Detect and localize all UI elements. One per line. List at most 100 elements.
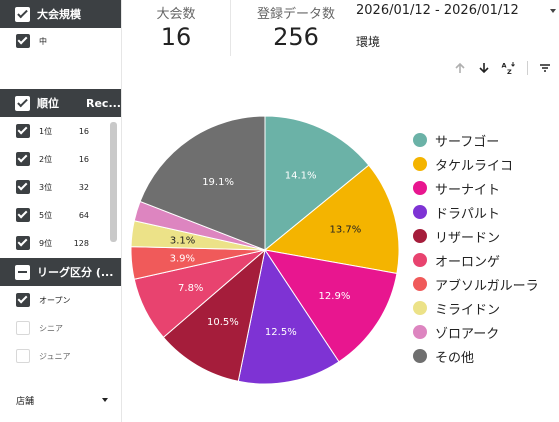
legend-label: その他	[435, 350, 475, 366]
tournament-count-value: 16	[160, 23, 192, 51]
league-option-checkbox[interactable]	[16, 349, 30, 363]
tournament-count-scorecard: 大会数 16	[122, 0, 230, 56]
league-option-checkbox[interactable]	[16, 321, 30, 335]
legend-label: ゾロアーク	[435, 326, 500, 342]
legend-label: タケルライコ	[435, 158, 514, 174]
store-dropdown-label: 店舗	[16, 396, 35, 407]
legend-item[interactable]: ドラパルト	[413, 202, 500, 222]
rank-option-label: 2位	[39, 154, 53, 164]
rank-filter-option[interactable]: 3位 32	[0, 177, 108, 197]
league-select-all-checkbox[interactable]	[15, 264, 30, 280]
league-option-label: ジュニア	[39, 351, 71, 361]
chevron-down-icon	[102, 398, 108, 402]
toolbar-divider	[527, 61, 528, 75]
rank-filter-option[interactable]: 1位 16	[0, 121, 108, 141]
slice-percent-label: 12.9%	[319, 291, 351, 302]
rank-option-checkbox[interactable]	[16, 208, 30, 222]
legend-color-swatch	[413, 181, 427, 195]
league-option-label: オープン	[39, 295, 71, 305]
size-option-checkbox[interactable]	[16, 34, 30, 48]
slice-percent-label: 10.5%	[207, 317, 239, 328]
legend-label: アブソルガルーラ	[435, 278, 539, 294]
legend-color-swatch	[413, 325, 427, 339]
legend-item[interactable]: タケルライコ	[413, 154, 513, 174]
rank-option-count: 128	[73, 238, 89, 248]
legend-item[interactable]: サーナイト	[413, 178, 500, 198]
svg-text:Z: Z	[507, 68, 512, 75]
pie-slice[interactable]	[264, 115, 370, 252]
legend-label: オーロンゲ	[435, 254, 501, 270]
rank-filter-option[interactable]: 5位 64	[0, 205, 108, 225]
league-filter-title: リーグ区分 (...	[37, 266, 114, 279]
legend-item[interactable]: ミライドン	[413, 298, 500, 318]
legend-label: サーフゴー	[435, 134, 500, 150]
rank-option-checkbox[interactable]	[16, 152, 30, 166]
rank-option-checkbox[interactable]	[16, 236, 30, 250]
pie-slice[interactable]	[162, 248, 266, 382]
rank-option-label: 9位	[39, 238, 53, 248]
legend-label: ミライドン	[435, 302, 501, 318]
legend-label: サーナイト	[435, 182, 501, 198]
rank-option-checkbox[interactable]	[16, 180, 30, 194]
filter-icon[interactable]	[537, 60, 553, 76]
legend-color-swatch	[413, 253, 427, 267]
slice-percent-label: 12.5%	[265, 327, 297, 338]
store-dropdown[interactable]: 店舗	[16, 392, 108, 408]
size-filter-title: 大会規模	[37, 8, 81, 21]
legend-color-swatch	[413, 277, 427, 291]
rank-list-scrollbar[interactable]	[110, 122, 117, 242]
slice-percent-label: 3.9%	[170, 254, 195, 265]
legend-item[interactable]: サーフゴー	[413, 130, 499, 150]
legend-color-swatch	[413, 205, 427, 219]
sort-descending-icon[interactable]	[476, 60, 492, 76]
legend-item[interactable]: リザードン	[413, 226, 500, 246]
pie-slice[interactable]	[263, 249, 398, 363]
league-option-label: シニア	[39, 323, 63, 333]
league-filter-option[interactable]: ジュニア	[0, 346, 108, 366]
pie-slice[interactable]	[263, 164, 400, 275]
pie-slice[interactable]	[139, 115, 266, 251]
rank-record-count-header: Rec...	[86, 96, 121, 110]
rank-filter-option[interactable]: 9位 128	[0, 233, 108, 253]
entry-count-label: 登録データ数	[256, 7, 335, 22]
rank-option-label: 5位	[39, 210, 53, 220]
legend-label: リザードン	[435, 230, 501, 246]
legend-item[interactable]: ゾロアーク	[413, 322, 499, 342]
environment-label: 環境	[356, 35, 381, 49]
slice-percent-label: 7.8%	[178, 283, 203, 294]
rank-filter-title: 順位	[37, 97, 59, 110]
sort-ascending-icon[interactable]	[452, 60, 468, 76]
chevron-down-icon[interactable]	[550, 9, 556, 13]
rank-option-count: 16	[78, 126, 89, 136]
svg-text:A: A	[502, 62, 507, 70]
legend-color-swatch	[413, 301, 427, 315]
legend-color-swatch	[413, 229, 427, 243]
rank-option-count: 64	[78, 210, 89, 220]
size-select-all-checkbox[interactable]	[15, 6, 30, 22]
date-range-picker[interactable]: 2026/01/12 - 2026/01/12	[356, 3, 519, 18]
size-filter-header[interactable]: 大会規模	[0, 0, 121, 28]
league-filter-option[interactable]: オープン	[0, 290, 108, 310]
slice-percent-label: 14.1%	[285, 170, 317, 181]
league-option-checkbox[interactable]	[16, 293, 30, 307]
slice-percent-label: 19.1%	[202, 177, 234, 188]
tournament-count-label: 大会数	[156, 7, 196, 22]
filter-panel: 大会規模 中 順位 Rec... 1位 16 2位 16 3位 32 5位 64…	[0, 0, 122, 422]
league-filter-header[interactable]: リーグ区分 (...	[0, 258, 121, 286]
size-option-label: 中	[39, 36, 47, 46]
rank-select-all-checkbox[interactable]	[15, 95, 30, 111]
legend-color-swatch	[413, 157, 427, 171]
rank-option-checkbox[interactable]	[16, 124, 30, 138]
sort-az-icon[interactable]: A Z	[500, 60, 516, 76]
slice-percent-label: 13.7%	[330, 225, 362, 236]
rank-filter-header[interactable]: 順位 Rec...	[0, 89, 121, 117]
legend-color-swatch	[413, 349, 427, 363]
legend-item[interactable]: オーロンゲ	[413, 250, 500, 270]
legend-item[interactable]: その他	[413, 346, 474, 366]
legend-item[interactable]: アブソルガルーラ	[413, 274, 539, 294]
size-filter-option[interactable]: 中	[0, 31, 108, 51]
pie-slice[interactable]	[237, 248, 340, 385]
league-filter-option[interactable]: シニア	[0, 318, 108, 338]
rank-filter-option[interactable]: 2位 16	[0, 149, 108, 169]
entry-count-scorecard: 登録データ数 256	[236, 0, 356, 56]
